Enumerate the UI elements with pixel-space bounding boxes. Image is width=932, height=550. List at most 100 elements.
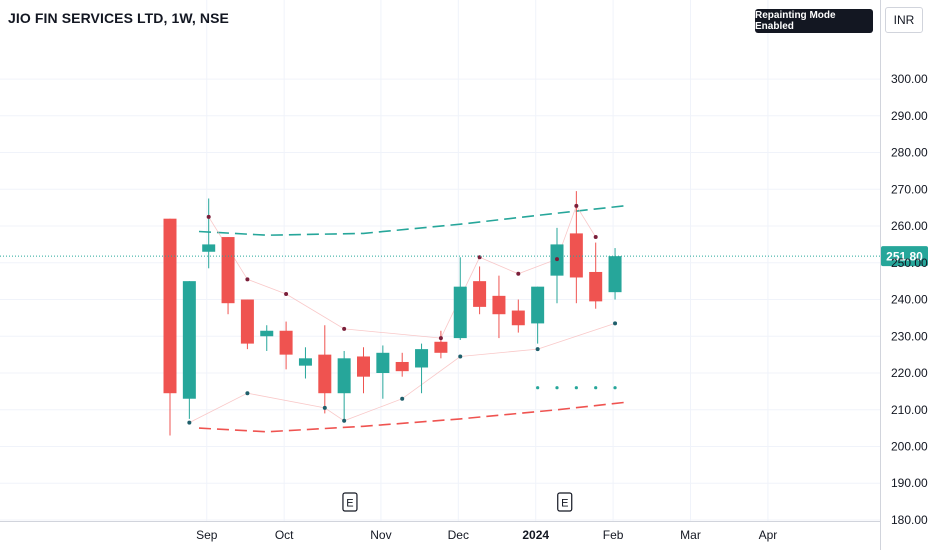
- candle: [202, 198, 216, 269]
- x-tick-label: Feb: [603, 528, 624, 542]
- candle: [434, 330, 448, 359]
- x-tick-label: Nov: [370, 528, 391, 542]
- x-tick-label: Mar: [680, 528, 701, 542]
- pivot-high-dot: [206, 214, 211, 219]
- candle: [511, 299, 525, 333]
- candle-body: [434, 341, 448, 353]
- candle: [279, 321, 293, 370]
- earnings-marker-box: [557, 492, 573, 512]
- candle-body: [260, 330, 274, 337]
- pivot-high-dot: [593, 235, 598, 240]
- x-tick-label: Oct: [275, 528, 294, 542]
- candle: [318, 325, 332, 414]
- y-tick-label: 210.00: [891, 403, 928, 417]
- candle-body: [376, 352, 390, 374]
- candle: [163, 218, 177, 436]
- candles: [163, 191, 622, 436]
- last-price-tag: [881, 246, 928, 267]
- pivot-high-dot: [245, 277, 250, 282]
- candle: [376, 345, 390, 399]
- pivot-low-dot: [535, 347, 540, 352]
- candle: [473, 266, 487, 315]
- candle-body: [511, 310, 525, 326]
- channel-dot: [574, 386, 578, 390]
- pivot-high-dot: [438, 336, 443, 341]
- pivot-high-dot: [477, 255, 482, 260]
- x-tick-label: Apr: [759, 528, 778, 542]
- earnings-marker-label: E: [561, 498, 568, 510]
- candle: [337, 350, 351, 421]
- repainting-mode-badge[interactable]: Repainting Mode Enabled: [755, 9, 873, 33]
- pivot-low-dot: [613, 321, 618, 326]
- candle-body: [492, 295, 506, 315]
- y-tick-label: 180.00: [891, 513, 928, 527]
- y-tick-label: 270.00: [891, 182, 928, 196]
- candle-body: [589, 271, 603, 302]
- candle: [589, 242, 603, 309]
- candle: [182, 281, 196, 419]
- candle: [260, 325, 274, 351]
- candle-body: [279, 330, 293, 355]
- grid: [0, 0, 880, 521]
- candle: [531, 286, 545, 344]
- earnings-marker[interactable]: E: [342, 492, 358, 512]
- pivot-low-dot: [400, 396, 405, 401]
- pivot-high-dot: [342, 326, 347, 331]
- candle-body: [318, 354, 332, 394]
- candle-body: [240, 299, 254, 344]
- pivot-high-dot: [516, 271, 521, 276]
- candle-body: [415, 349, 429, 368]
- earnings-marker[interactable]: E: [557, 492, 573, 512]
- channel-dot: [613, 386, 617, 390]
- candle-body: [453, 286, 467, 339]
- y-tick-label: 260.00: [891, 219, 928, 233]
- candle-body: [473, 281, 487, 307]
- candle: [395, 352, 409, 377]
- candle-body: [531, 286, 545, 324]
- candle: [298, 347, 312, 379]
- channel-dot: [536, 386, 540, 390]
- x-tick-label: 2024: [522, 528, 549, 542]
- y-tick-label: 220.00: [891, 366, 928, 380]
- earnings-marker-label: E: [346, 498, 353, 510]
- y-tick-label: 190.00: [891, 476, 928, 490]
- pivot-high-dot: [574, 203, 579, 208]
- currency-button[interactable]: INR: [885, 7, 923, 33]
- y-tick-label: 240.00: [891, 293, 928, 307]
- candle: [453, 257, 467, 340]
- y-tick-label: 230.00: [891, 329, 928, 343]
- candle-body: [357, 356, 370, 377]
- candle-body: [221, 237, 235, 304]
- candle: [569, 191, 583, 304]
- candle: [550, 227, 564, 304]
- pivot-low-dot: [458, 354, 463, 359]
- pivot-low-dot: [245, 391, 250, 396]
- candle-body: [337, 358, 351, 394]
- pivot-low-dot: [322, 405, 327, 410]
- candle: [415, 343, 429, 394]
- last-price-line: 251.80: [0, 246, 928, 267]
- pivot-low-connector: [189, 323, 616, 423]
- channel-lines: [189, 204, 625, 433]
- lower-channel-line: [198, 401, 625, 433]
- y-tick-label: 290.00: [891, 109, 928, 123]
- pivot-high-dot: [284, 292, 289, 297]
- upper-channel-line: [198, 205, 625, 237]
- channel-dot: [555, 386, 559, 390]
- pivot-low-dot: [187, 420, 192, 425]
- candle-body: [569, 233, 583, 278]
- candle-body: [182, 281, 196, 399]
- candle: [221, 237, 235, 315]
- y-tick-label: 250.00: [891, 256, 928, 270]
- pivot-low-dot: [342, 418, 347, 423]
- y-tick-label: 280.00: [891, 146, 928, 160]
- candle: [492, 275, 506, 339]
- y-tick-label: 300.00: [891, 72, 928, 86]
- x-tick-label: Sep: [196, 528, 218, 542]
- candle-body: [608, 256, 622, 293]
- x-tick-label: Dec: [448, 528, 469, 542]
- last-price-label: 251.80: [886, 250, 923, 264]
